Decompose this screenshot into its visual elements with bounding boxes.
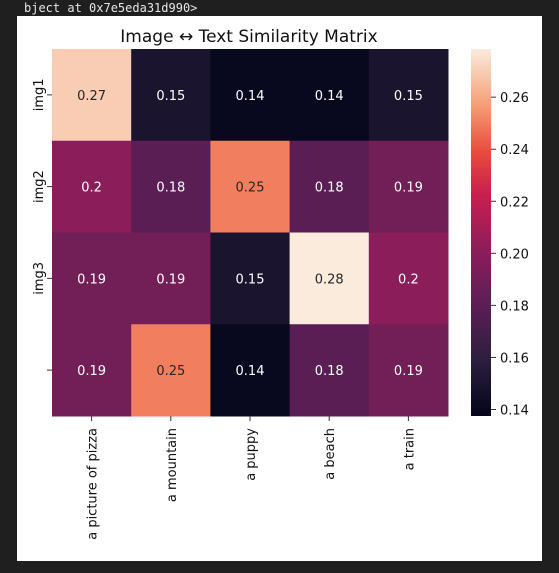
heatmap-cell — [210, 232, 291, 325]
cell-value-label: 0.18 — [315, 364, 344, 379]
cell-value-label: 0.15 — [394, 89, 423, 104]
heatmap-cell — [368, 49, 449, 142]
cell-value-label: 0.2 — [81, 181, 102, 196]
cell-value-label: 0.14 — [236, 89, 265, 104]
colorbar: 0.14 0.16 0.18 0.20 0.22 0.24 0.26 — [471, 49, 529, 418]
cell-value-label: 0.14 — [236, 364, 265, 379]
cell-value-label: 0.19 — [394, 181, 423, 196]
x-tick-label: a mountain — [165, 428, 180, 502]
heatmap-chart: Image ↔ Text Similarity Matrix 0.27 0.15 0… — [32, 27, 529, 540]
heatmap-cell — [210, 49, 291, 142]
heatmap-cell — [289, 49, 370, 142]
heatmap-cell — [289, 324, 370, 417]
y-tick-label: img2 — [32, 170, 47, 203]
figure: Image ↔ Text Similarity Matrix 0.27 0.15 0… — [17, 16, 542, 561]
colorbar-tick-label: 0.20 — [500, 247, 529, 262]
colorbar-tick-label: 0.24 — [500, 143, 529, 158]
x-tick-label: a picture of pizza — [86, 428, 101, 540]
heatmap-cells: 0.27 0.15 0.14 0.14 0.15 0.2 0.18 0.25 0.18 0.19 0… — [52, 49, 449, 417]
heatmap-cell — [52, 232, 132, 325]
cell-value-label: 0.19 — [394, 364, 423, 379]
heatmap-cell — [52, 324, 132, 417]
colorbar-gradient — [471, 49, 491, 416]
cell-value-label: 0.25 — [236, 181, 265, 196]
heatmap-cell — [210, 140, 291, 233]
output-text: bject at 0x7e5eda31d990> — [24, 1, 198, 15]
heatmap-cell — [289, 232, 370, 325]
cell-value-label: 0.19 — [156, 272, 185, 287]
heatmap-cell — [131, 49, 211, 142]
colorbar-tick-label: 0.16 — [500, 351, 529, 366]
heatmap-cell — [368, 232, 449, 325]
cell-value-label: 0.18 — [156, 181, 185, 196]
cell-value-label: 0.15 — [236, 272, 265, 287]
cell-value-label: 0.19 — [77, 364, 106, 379]
cell-value-label: 0.2 — [398, 272, 419, 287]
heatmap-cell — [131, 140, 211, 233]
x-tick-label: a beach — [323, 428, 338, 480]
heatmap-cell — [131, 324, 211, 417]
heatmap-cell — [210, 324, 291, 417]
x-tick-labels: a picture of pizza a mountain a puppy a bea… — [86, 416, 417, 540]
cell-value-label: 0.14 — [315, 89, 344, 104]
heatmap-cell — [368, 140, 449, 233]
colorbar-tick-label: 0.14 — [500, 403, 529, 418]
x-tick-label: a puppy — [244, 428, 259, 481]
cell-value-label: 0.28 — [315, 272, 344, 287]
cell-value-label: 0.25 — [156, 364, 185, 379]
x-tick-label: a train — [402, 428, 417, 470]
colorbar-tick-label: 0.22 — [500, 195, 529, 210]
cell-value-label: 0.15 — [156, 89, 185, 104]
heatmap-cell — [52, 140, 132, 233]
y-tick-labels: img1 img2 img3 — [32, 78, 52, 371]
y-tick-label: img3 — [32, 262, 47, 295]
colorbar-tick-label: 0.18 — [500, 299, 529, 314]
y-tick-label: img1 — [32, 78, 47, 111]
chart-title: Image ↔ Text Similarity Matrix — [120, 27, 377, 47]
colorbar-tick-label: 0.26 — [500, 91, 529, 106]
heatmap-cell — [131, 232, 211, 325]
heatmap-cell — [289, 140, 370, 233]
heatmap-cell — [368, 324, 449, 417]
heatmap-cell — [52, 49, 132, 142]
cell-value-label: 0.27 — [77, 89, 106, 104]
cell-value-label: 0.19 — [77, 272, 106, 287]
cell-value-label: 0.18 — [315, 181, 344, 196]
